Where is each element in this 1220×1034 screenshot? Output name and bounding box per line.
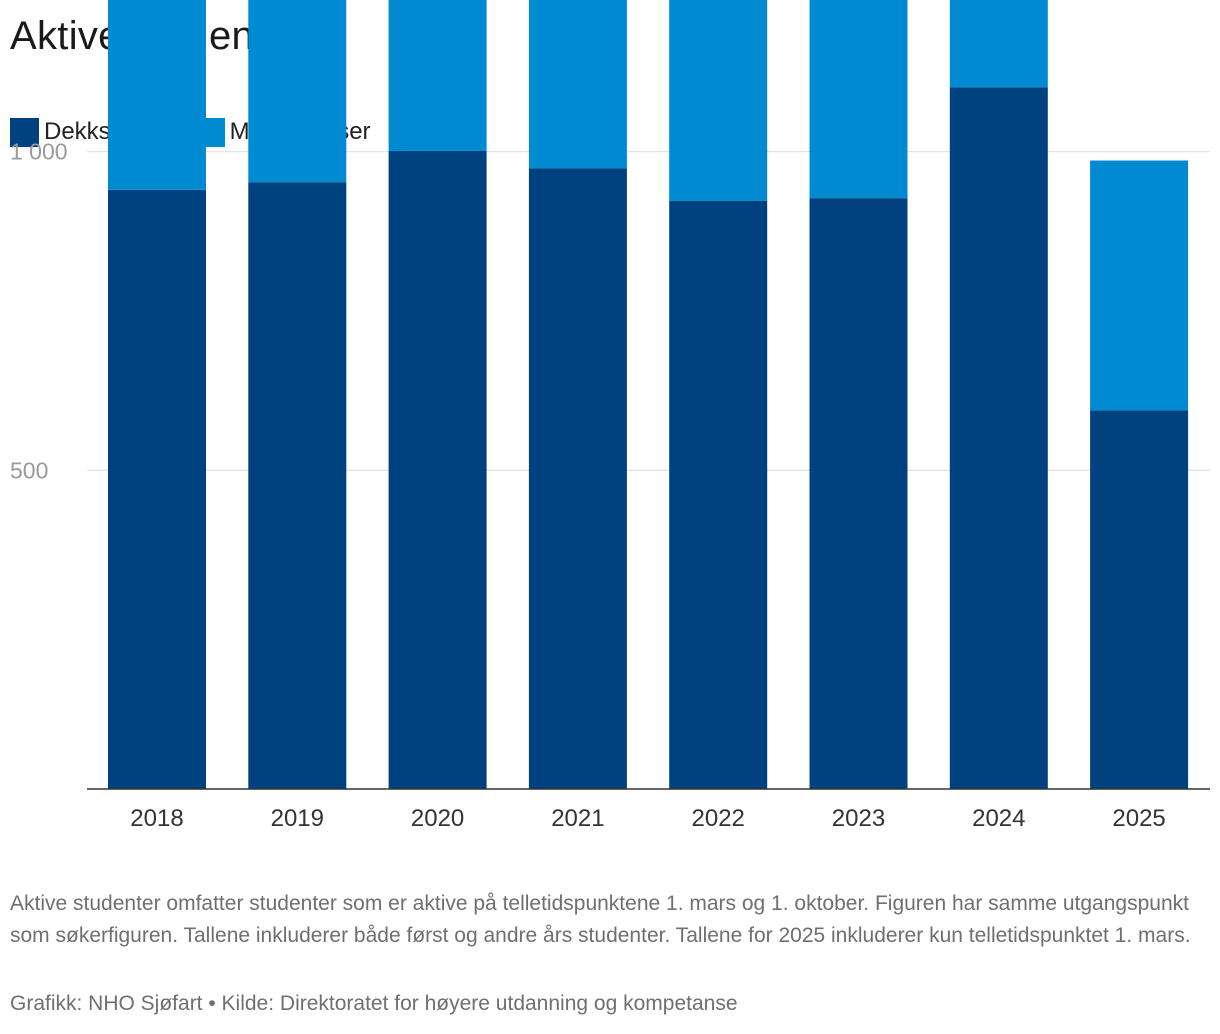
bar-maskinoffiser-2019 (248, 0, 347, 183)
bar-dekksoffiser-2025 (1090, 410, 1189, 789)
bar-dekksoffiser-2018 (108, 189, 206, 789)
bar-maskinoffiser-2020 (388, 0, 487, 151)
y-tick-label: 500 (10, 457, 48, 483)
bar-maskinoffiser-2024 (949, 0, 1048, 88)
x-tick-label: 2020 (411, 805, 464, 832)
legend-swatch-dekksoffiser (10, 117, 39, 147)
bar-dekksoffiser-2021 (528, 168, 627, 790)
x-tick-label: 2019 (271, 805, 324, 832)
bar-dekksoffiser-2019 (248, 182, 347, 790)
bar-dekksoffiser-2022 (669, 200, 768, 789)
x-tick-label: 2023 (832, 805, 885, 832)
bar-maskinoffiser-2023 (809, 0, 908, 199)
bar-maskinoffiser-2018 (108, 0, 206, 190)
x-tick-label: 2021 (551, 805, 604, 832)
bar-dekksoffiser-2023 (809, 198, 908, 790)
x-tick-label: 2018 (130, 805, 183, 832)
bar-maskinoffiser-2021 (528, 0, 627, 169)
x-tick-label: 2025 (1112, 805, 1165, 832)
x-tick-label: 2024 (972, 805, 1025, 832)
y-tick-label: 1 000 (10, 139, 68, 165)
bar-dekksoffiser-2024 (949, 87, 1048, 790)
bar-layer (108, 0, 1189, 790)
footnote: Aktive studenter omfatter studenter som … (10, 892, 1191, 947)
x-tick-label: 2022 (692, 805, 745, 832)
bar-maskinoffiser-2022 (669, 0, 768, 201)
bar-maskinoffiser-2025 (1090, 160, 1189, 411)
source-credit: Grafikk: NHO Sjøfart • Kilde: Direktorat… (10, 992, 738, 1015)
bar-dekksoffiser-2020 (388, 150, 487, 790)
